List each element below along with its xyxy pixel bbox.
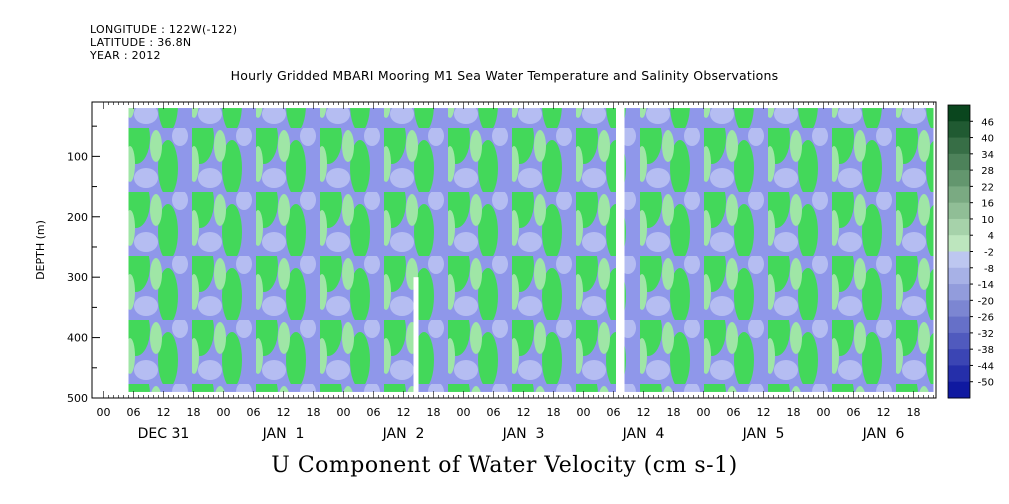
x-day-label: JAN 1 xyxy=(262,426,305,442)
x-tick-label: 18 xyxy=(787,406,801,419)
colorbar-swatch xyxy=(948,284,970,301)
colorbar-label: -50 xyxy=(978,378,994,389)
y-tick-label: 300 xyxy=(67,271,88,284)
x-tick-label: 00 xyxy=(457,406,471,419)
colorbar-label: -26 xyxy=(978,313,994,324)
colorbar-swatch xyxy=(948,349,970,366)
colorbar-label: 22 xyxy=(981,182,994,193)
x-day-label: JAN 6 xyxy=(862,426,905,442)
colorbar-swatch xyxy=(948,316,970,334)
colorbar-label: 10 xyxy=(981,215,994,226)
x-day-label: DEC 31 xyxy=(138,426,190,442)
x-day-label: JAN 5 xyxy=(742,426,785,442)
colorbar-swatch xyxy=(948,365,970,383)
x-tick-label: 12 xyxy=(517,406,531,419)
x-tick-label: 12 xyxy=(397,406,411,419)
colorbar-swatch xyxy=(948,170,970,187)
x-tick-label: 06 xyxy=(847,406,861,419)
chart-title: Hourly Gridded MBARI Mooring M1 Sea Wate… xyxy=(230,68,779,83)
latitude-label: LATITUDE : 36.8N xyxy=(90,36,192,49)
heatmap-segment xyxy=(624,108,934,392)
colorbar-swatch xyxy=(948,332,970,350)
year-label: YEAR : 2012 xyxy=(90,49,161,62)
y-tick-label: 200 xyxy=(67,211,88,224)
colorbar-swatch xyxy=(948,235,970,252)
colorbar-label: 46 xyxy=(981,117,994,128)
x-tick-label: 18 xyxy=(667,406,681,419)
x-axis-label: U Component of Water Velocity (cm s-1) xyxy=(271,453,738,478)
colorbar-swatch xyxy=(948,381,970,399)
x-tick-label: 12 xyxy=(157,406,171,419)
x-tick-label: 12 xyxy=(637,406,651,419)
x-tick-label: 18 xyxy=(547,406,561,419)
colorbar-label: -2 xyxy=(984,248,994,259)
y-tick-label: 100 xyxy=(67,150,88,163)
colorbar-label: 34 xyxy=(981,150,994,161)
colorbar-label: 40 xyxy=(981,134,994,145)
x-tick-label: 00 xyxy=(697,406,711,419)
x-tick-label: 18 xyxy=(427,406,441,419)
x-tick-label: 06 xyxy=(367,406,381,419)
x-tick-label: 18 xyxy=(187,406,201,419)
colorbar-label: -8 xyxy=(984,264,994,275)
colorbar-label: -20 xyxy=(978,296,994,307)
x-tick-label: 12 xyxy=(277,406,291,419)
y-tick-label: 500 xyxy=(67,392,88,405)
x-tick-label: 00 xyxy=(337,406,351,419)
colorbar-label: 16 xyxy=(981,199,994,210)
x-tick-label: 12 xyxy=(877,406,891,419)
colorbar-label: -32 xyxy=(978,329,994,340)
y-tick-label: 400 xyxy=(67,332,88,345)
y-axis-label: DEPTH (m) xyxy=(34,220,47,280)
colorbar-swatch xyxy=(948,251,970,269)
x-tick-label: 18 xyxy=(907,406,921,419)
x-tick-label: 00 xyxy=(577,406,591,419)
colorbar-swatch xyxy=(948,202,970,220)
longitude-label: LONGITUDE : 122W(-122) xyxy=(90,23,238,36)
colorbar-swatch xyxy=(948,186,970,204)
x-tick-label: 00 xyxy=(217,406,231,419)
colorbar-swatch xyxy=(948,121,970,139)
plot-frame xyxy=(91,101,937,399)
x-day-label: JAN 2 xyxy=(382,426,425,442)
x-tick-label: 06 xyxy=(607,406,621,419)
colorbar-label: 28 xyxy=(981,166,994,177)
x-tick-label: 06 xyxy=(727,406,741,419)
colorbar-label: 4 xyxy=(988,231,994,242)
x-tick-label: 06 xyxy=(127,406,141,419)
colorbar-swatch xyxy=(948,300,970,318)
colorbar-swatch xyxy=(948,218,970,236)
x-day-label: JAN 3 xyxy=(502,426,545,442)
x-day-label: JAN 4 xyxy=(622,426,665,442)
data-gap xyxy=(413,277,419,392)
x-tick-label: 06 xyxy=(487,406,501,419)
x-tick-label: 12 xyxy=(757,406,771,419)
x-tick-label: 18 xyxy=(307,406,321,419)
colorbar-swatch xyxy=(948,105,970,122)
colorbar-label: -14 xyxy=(978,280,994,291)
colorbar-swatch xyxy=(948,153,970,171)
colorbar-swatch xyxy=(948,137,970,155)
x-tick-label: 00 xyxy=(817,406,831,419)
colorbar-swatch xyxy=(948,267,970,285)
colorbar-label: -44 xyxy=(978,361,994,372)
x-tick-label: 00 xyxy=(97,406,111,419)
colorbar-label: -38 xyxy=(978,345,994,356)
x-tick-label: 06 xyxy=(247,406,261,419)
heatmap-segment xyxy=(128,108,616,392)
